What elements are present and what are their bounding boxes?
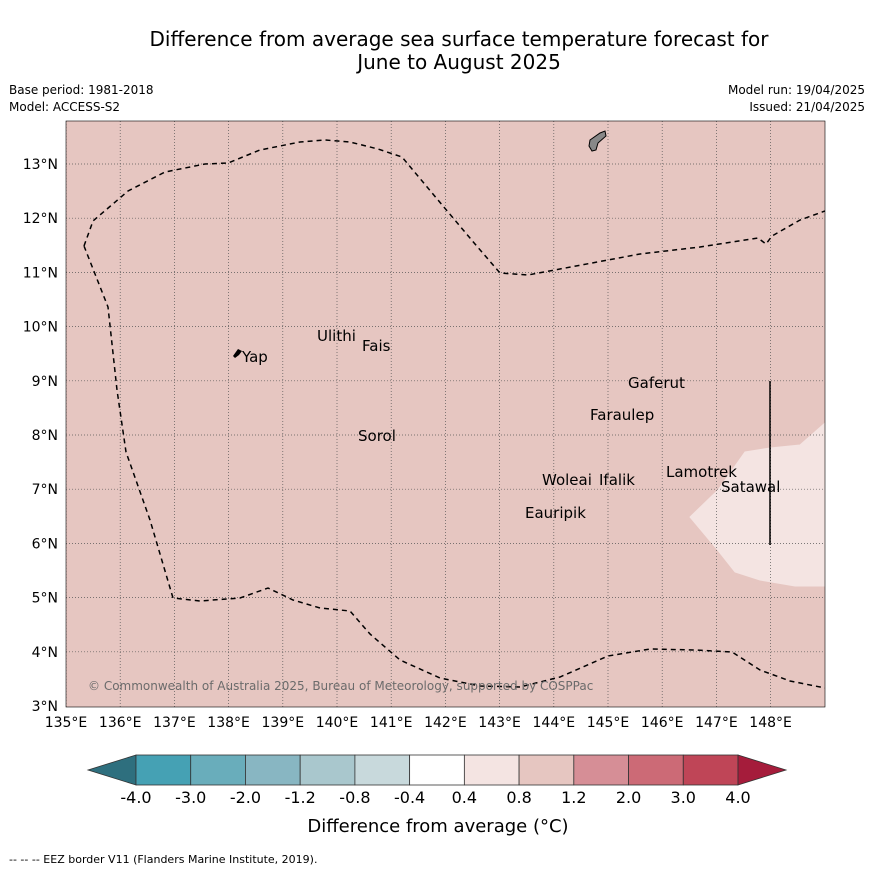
colorbar-bin <box>354 754 411 786</box>
colorbar-bin <box>135 754 192 786</box>
place-label-eauripik: Eauripik <box>525 504 586 522</box>
place-label-woleai: Woleai <box>542 471 592 489</box>
base-period-text: Base period: 1981-2018 <box>9 83 154 97</box>
yap-island <box>233 349 242 358</box>
colorbar-tick-label: -1.2 <box>285 788 316 807</box>
eez-border <box>83 139 825 689</box>
x-tick-label: 135°E <box>45 715 88 731</box>
meta-left: Base period: 1981-2018 Model: ACCESS-S2 <box>9 82 154 116</box>
map-background <box>66 121 825 707</box>
place-label-ifalik: Ifalik <box>599 471 635 489</box>
colorbar-bin <box>299 754 356 786</box>
issued-text: Issued: 21/04/2025 <box>749 100 865 114</box>
x-tick-label: 143°E <box>478 715 521 731</box>
colorbar-bin <box>682 754 739 786</box>
colorbar-tick-label: 4.0 <box>725 788 750 807</box>
colorbar-extend-high <box>737 754 788 786</box>
y-tick-label: 9°N <box>32 374 58 390</box>
x-tick-label: 146°E <box>641 715 684 731</box>
x-tick-label: 137°E <box>153 715 196 731</box>
guam-island <box>588 130 607 152</box>
place-label-gaferut: Gaferut <box>628 374 685 392</box>
colorbar-bin <box>628 754 684 786</box>
gridlines <box>66 121 825 707</box>
colorbar-bin <box>245 754 301 786</box>
colorbar-label: Difference from average (°C) <box>307 816 568 837</box>
y-tick-label: 12°N <box>23 211 58 227</box>
colorbar-tick-label: 0.4 <box>452 788 477 807</box>
meta-right: Model run: 19/04/2025 Issued: 21/04/2025 <box>728 82 865 116</box>
colorbar <box>86 754 788 786</box>
model-run-text: Model run: 19/04/2025 <box>727 83 865 97</box>
y-tick-label: 4°N <box>32 645 58 661</box>
colorbar-tick-label: 0.8 <box>506 788 531 807</box>
colorbar-tick-label: 1.2 <box>561 788 586 807</box>
colorbar-ticks: -4.0 -3.0 -2.0 -1.2 -0.8 -0.4 0.4 0.8 1.2 2.0 3.0 4… <box>120 788 750 807</box>
place-label-satawal: Satawal <box>721 478 780 496</box>
x-tick-label: 145°E <box>587 715 630 731</box>
colorbar-tick-label: -3.0 <box>175 788 206 807</box>
x-tick-label: 148°E <box>749 715 792 731</box>
x-tick-label: 147°E <box>695 715 738 731</box>
y-tick-label: 7°N <box>32 482 58 498</box>
x-tick-label: 140°E <box>316 715 359 731</box>
x-tick-label: 142°E <box>424 715 467 731</box>
chart-title: Difference from average sea surface temp… <box>0 28 873 74</box>
y-tick-label: 10°N <box>23 320 58 336</box>
y-tick-label: 8°N <box>32 428 58 444</box>
colorbar-tick-label: -0.4 <box>394 788 425 807</box>
place-label-fais: Fais <box>362 337 391 355</box>
colorbar-bin <box>409 754 465 786</box>
y-tick-label: 5°N <box>32 591 58 607</box>
title-line-1: Difference from average sea surface temp… <box>149 27 769 51</box>
place-label-sorol: Sorol <box>358 427 396 445</box>
place-label-ulithi: Ulithi <box>317 327 356 345</box>
model-text: Model: ACCESS-S2 <box>9 100 121 114</box>
x-tick-label: 136°E <box>99 715 142 731</box>
copyright-text: © Commonwealth of Australia 2025, Bureau… <box>88 679 593 693</box>
x-axis-ticks: 135°E 136°E 137°E 138°E 139°E 140°E 141°E 142°E… <box>45 715 792 731</box>
x-tick-label: 141°E <box>370 715 413 731</box>
x-tick-label: 138°E <box>207 715 250 731</box>
colorbar-tick-label: -0.8 <box>339 788 370 807</box>
y-axis-ticks: 3°N 4°N 5°N 6°N 7°N 8°N 9°N 10°N 11°N 12°N 13°N <box>23 157 58 715</box>
colorbar-bin <box>463 754 520 786</box>
place-label-yap: Yap <box>241 348 268 366</box>
place-label-lamotrek: Lamotrek <box>666 463 737 481</box>
place-labels: Yap Ulithi Fais Gaferut Faraulep Sorol W… <box>241 327 780 522</box>
x-tick-label: 144°E <box>533 715 576 731</box>
colorbar-tick-label: -2.0 <box>230 788 261 807</box>
colorbar-extend-low <box>86 754 137 786</box>
anomaly-region <box>689 422 825 587</box>
y-tick-label: 13°N <box>23 157 58 173</box>
colorbar-tick-label: -4.0 <box>120 788 151 807</box>
map-frame <box>65 120 826 708</box>
colorbar-bin <box>518 754 575 786</box>
colorbar-bin <box>573 754 629 786</box>
colorbar-bin <box>190 754 246 786</box>
x-tick-label: 139°E <box>262 715 305 731</box>
y-tick-label: 3°N <box>32 699 58 715</box>
colorbar-tick-label: 2.0 <box>616 788 641 807</box>
y-tick-label: 11°N <box>23 265 58 281</box>
eez-footnote: -- -- -- EEZ border V11 (Flanders Marine… <box>9 853 318 866</box>
colorbar-tick-label: 3.0 <box>671 788 696 807</box>
title-line-2: June to August 2025 <box>357 50 561 74</box>
y-tick-label: 6°N <box>32 536 58 552</box>
place-label-faraulep: Faraulep <box>590 406 654 424</box>
